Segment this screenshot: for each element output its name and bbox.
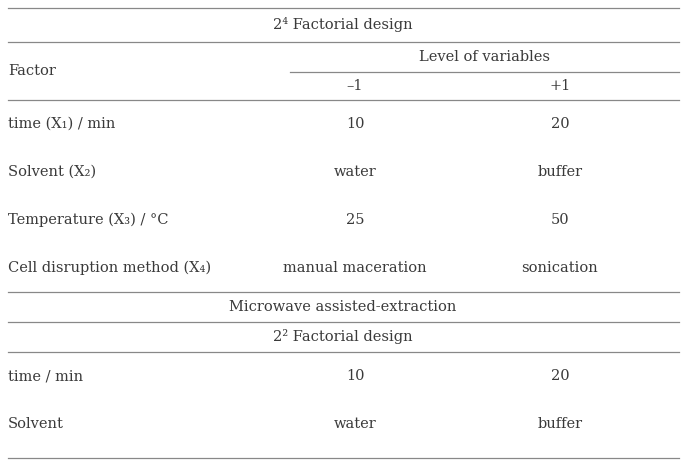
Text: –1: –1 [347, 79, 363, 93]
Text: 2⁴ Factorial design: 2⁴ Factorial design [273, 18, 413, 33]
Text: 50: 50 [551, 213, 570, 227]
Text: 10: 10 [346, 117, 364, 131]
Text: Factor: Factor [8, 64, 56, 78]
Text: Solvent: Solvent [8, 417, 64, 431]
Text: buffer: buffer [537, 165, 583, 179]
Text: manual maceration: manual maceration [283, 261, 427, 275]
Text: water: water [334, 417, 376, 431]
Text: Temperature (X₃) / °C: Temperature (X₃) / °C [8, 213, 168, 227]
Text: water: water [334, 165, 376, 179]
Text: 10: 10 [346, 369, 364, 383]
Text: +1: +1 [550, 79, 571, 93]
Text: 2² Factorial design: 2² Factorial design [273, 329, 413, 344]
Text: Cell disruption method (X₄): Cell disruption method (X₄) [8, 261, 211, 275]
Text: Level of variables: Level of variables [419, 50, 550, 64]
Text: Microwave assisted-extraction: Microwave assisted-extraction [229, 300, 457, 314]
Text: Solvent (X₂): Solvent (X₂) [8, 165, 96, 179]
Text: 20: 20 [551, 117, 570, 131]
Text: 25: 25 [346, 213, 364, 227]
Text: sonication: sonication [521, 261, 598, 275]
Text: 20: 20 [551, 369, 570, 383]
Text: time / min: time / min [8, 369, 83, 383]
Text: buffer: buffer [537, 417, 583, 431]
Text: time (X₁) / min: time (X₁) / min [8, 117, 115, 131]
